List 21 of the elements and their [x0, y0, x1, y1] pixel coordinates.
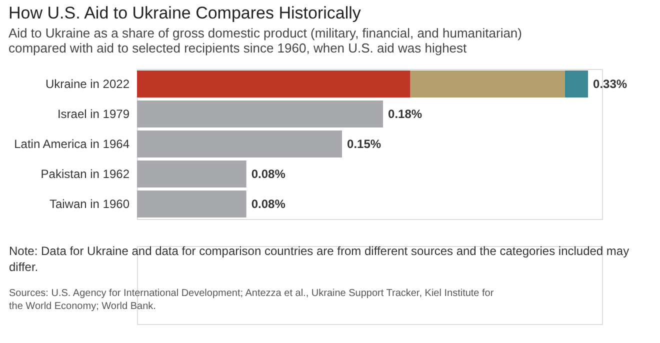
bar — [410, 70, 565, 98]
text: Note: Data for Ukraine and data for comparison countries are from different sources and the categories included may differ. — [9, 244, 630, 274]
y-tick-label: Latin America in 1964 — [14, 137, 130, 151]
data-label: 0.08% — [251, 197, 286, 211]
chart-title: How U.S. Aid to Ukraine Compares Historically — [8, 4, 362, 22]
bar — [137, 130, 342, 158]
y-tick-label: Taiwan in 1960 — [49, 197, 130, 211]
data-label: 0.15% — [347, 137, 382, 151]
source-note: Sources: U.S. Agency for International Development; Antezza et al., Ukraine Support Tracker, Kiel Institute for the World Economy; World Bank. — [9, 288, 494, 312]
bar — [137, 160, 246, 188]
y-tick-label: Israel in 1979 — [57, 107, 130, 121]
chart-subtitle: Aid to Ukraine as a share of gross domestic product (military, financial, and humanitarian) compared with aid to selected recipients since 1960, when U.S. aid was highest — [8, 26, 522, 56]
y-tick-label: Pakistan in 1962 — [40, 167, 130, 181]
y-tick-label: Ukraine in 2022 — [45, 77, 130, 91]
data-label: 0.08% — [251, 167, 286, 181]
bar — [564, 70, 588, 98]
bar — [137, 190, 246, 218]
total-label: 0.33% — [593, 77, 628, 91]
bar — [137, 70, 410, 98]
bar — [137, 100, 384, 128]
data-label: 0.18% — [388, 107, 422, 121]
